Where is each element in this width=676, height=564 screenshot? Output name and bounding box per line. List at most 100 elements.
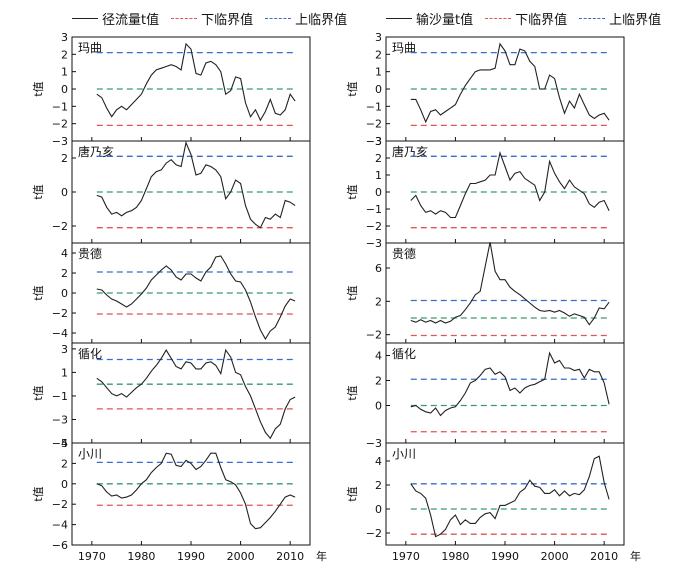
station-label: 玛曲 bbox=[78, 41, 102, 55]
y-tick-label: 1 bbox=[61, 66, 68, 79]
station-label: 贵德 bbox=[78, 246, 102, 261]
y-tick-label: 6 bbox=[375, 262, 382, 275]
y-tick-label: 1 bbox=[375, 169, 382, 182]
y-tick-label: −3 bbox=[366, 135, 382, 148]
y-tick-label: −2 bbox=[52, 498, 68, 511]
legend-left: 径流量t值 下临界值 上临界值 bbox=[72, 8, 359, 28]
y-tick-label: −2 bbox=[366, 329, 382, 342]
y-tick-label: −4 bbox=[52, 519, 68, 532]
legend-label: 下临界值 bbox=[201, 12, 254, 28]
y-tick-label: −2 bbox=[52, 118, 68, 131]
y-axis-label: t值 bbox=[32, 486, 45, 501]
y-tick-label: −1 bbox=[366, 203, 382, 216]
legend-swatch bbox=[485, 17, 512, 19]
y-axis-label: t值 bbox=[32, 81, 45, 96]
y-tick-label: −2 bbox=[366, 527, 382, 540]
y-tick-label: 0 bbox=[61, 186, 68, 199]
station-label: 小川 bbox=[78, 447, 102, 461]
y-axis-label: t值 bbox=[32, 285, 45, 300]
series-line bbox=[410, 42, 610, 124]
y-tick-label: 2 bbox=[61, 457, 68, 470]
y-tick-label: 0 bbox=[375, 503, 382, 516]
y-tick-label: 0 bbox=[61, 287, 68, 300]
x-tick-label: 1970 bbox=[78, 550, 106, 563]
panel-runoff-4: 小川 −6 −4 −2 0 2 4 t值 1970 1980 1990 2000 2010 年 bbox=[32, 437, 327, 563]
x-unit-label: 年 bbox=[630, 549, 641, 563]
station-label: 唐乃亥 bbox=[392, 144, 428, 159]
legend-label: 输沙量t值 bbox=[416, 12, 474, 28]
panel-frame bbox=[385, 242, 625, 344]
y-tick-label: 3 bbox=[375, 135, 382, 148]
station-label: 贵德 bbox=[392, 246, 416, 261]
legend-entry-1: 下临界值 bbox=[171, 9, 253, 28]
y-tick-label: −3 bbox=[366, 437, 382, 450]
y-axis-label: t值 bbox=[346, 385, 359, 400]
y-tick-label: 0 bbox=[375, 186, 382, 199]
panel-frame bbox=[71, 342, 311, 444]
panel-frame bbox=[71, 442, 311, 546]
y-axis-label: t值 bbox=[32, 385, 45, 400]
x-tick-label: 1980 bbox=[127, 550, 155, 563]
x-tick-label: 2010 bbox=[590, 550, 618, 563]
y-tick-label: 4 bbox=[61, 247, 68, 260]
panel-runoff-2: 贵德 −4 −2 0 2 4 t值 bbox=[32, 242, 311, 344]
y-tick-label: 0 bbox=[61, 478, 68, 491]
station-label: 唐乃亥 bbox=[78, 144, 114, 159]
legend-label: 下临界值 bbox=[515, 12, 568, 28]
series-line bbox=[410, 150, 610, 219]
y-axis-label: t值 bbox=[346, 81, 359, 96]
y-tick-label: 4 bbox=[375, 455, 382, 468]
panel-frame bbox=[385, 342, 625, 444]
y-tick-label: 2 bbox=[375, 375, 382, 388]
y-tick-label: 2 bbox=[61, 48, 68, 61]
y-tick-label: −3 bbox=[52, 135, 68, 148]
legend-entry-2: 上临界值 bbox=[265, 9, 347, 28]
y-tick-label: 4 bbox=[61, 437, 68, 450]
y-tick-label: 2 bbox=[375, 479, 382, 492]
y-tick-label: −2 bbox=[366, 118, 382, 131]
y-tick-label: 4 bbox=[375, 350, 382, 363]
legend-entry-0: 径流量t值 bbox=[72, 9, 159, 28]
y-tick-label: 2 bbox=[375, 295, 382, 308]
y-tick-label: −3 bbox=[52, 413, 68, 426]
x-unit-label: 年 bbox=[316, 549, 327, 563]
y-tick-label: 3 bbox=[375, 31, 382, 44]
y-tick-label: −2 bbox=[52, 307, 68, 320]
series-line bbox=[96, 140, 296, 229]
y-tick-label: 2 bbox=[61, 152, 68, 165]
y-tick-label: −1 bbox=[366, 100, 382, 113]
y-tick-label: 3 bbox=[61, 343, 68, 356]
x-tick-label: 2000 bbox=[227, 550, 255, 563]
y-tick-label: 0 bbox=[375, 400, 382, 413]
panel-sediment-1: 唐乃亥 −3 −2 −1 0 1 2 3 t值 bbox=[346, 135, 625, 250]
series-line bbox=[410, 351, 610, 417]
panel-runoff-1: 唐乃亥 −2 0 2 t值 bbox=[32, 140, 311, 244]
legend-swatch bbox=[171, 17, 198, 19]
legend-entry-0: 输沙量t值 bbox=[386, 9, 473, 28]
y-tick-label: −1 bbox=[52, 100, 68, 113]
series-line bbox=[410, 242, 610, 326]
y-tick-label: 2 bbox=[61, 267, 68, 280]
y-tick-label: 0 bbox=[375, 83, 382, 96]
legend-swatch bbox=[579, 17, 606, 19]
y-tick-label: −2 bbox=[52, 220, 68, 233]
y-axis-label: t值 bbox=[346, 184, 359, 199]
y-tick-label: 3 bbox=[61, 31, 68, 44]
y-tick-label: −4 bbox=[52, 327, 68, 340]
panel-runoff-3: 循化 −5 −3 −1 1 3 t值 bbox=[32, 342, 311, 450]
y-tick-label: 2 bbox=[375, 152, 382, 165]
station-label: 循化 bbox=[392, 347, 416, 361]
legend-entry-2: 上临界值 bbox=[579, 9, 661, 28]
series-line bbox=[96, 42, 296, 122]
series-line bbox=[96, 255, 296, 341]
y-axis-label: t值 bbox=[32, 184, 45, 199]
y-tick-label: 0 bbox=[61, 83, 68, 96]
y-axis-label: t值 bbox=[346, 285, 359, 300]
x-tick-label: 1970 bbox=[392, 550, 420, 563]
y-tick-label: −2 bbox=[366, 220, 382, 233]
y-tick-label: −6 bbox=[52, 539, 68, 552]
series-line bbox=[96, 452, 296, 530]
legend-label: 上临界值 bbox=[295, 12, 348, 28]
x-tick-label: 2000 bbox=[541, 550, 569, 563]
